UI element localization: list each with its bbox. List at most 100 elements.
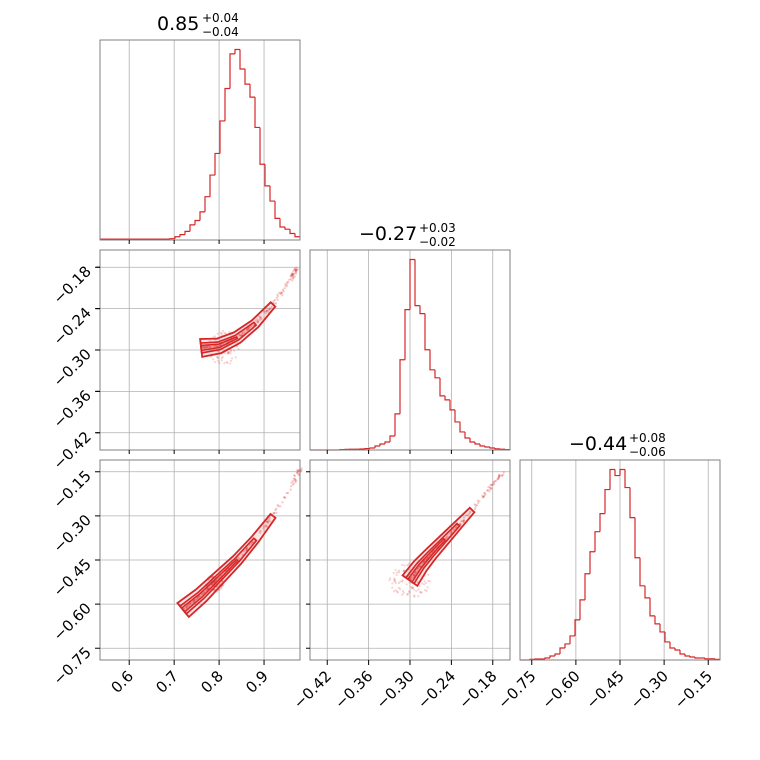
scatter-point [289, 274, 292, 278]
scatter-point [284, 496, 287, 499]
scatter-point [412, 588, 416, 591]
scatter-point [267, 520, 270, 523]
histogram-bin [564, 643, 570, 648]
scatter-point [405, 583, 408, 586]
scatter-point [393, 578, 396, 581]
scatter-point [227, 350, 230, 353]
histogram-bin [289, 229, 295, 235]
histogram-bin [469, 437, 475, 443]
scatter-point [211, 358, 215, 361]
scatter-point [402, 569, 405, 573]
histogram-bin [259, 127, 265, 165]
scatter-point [296, 471, 299, 474]
histogram-bin [239, 49, 245, 70]
scatter-point [291, 272, 294, 276]
scatter-point [288, 278, 291, 281]
histogram-bin [254, 97, 260, 129]
scatter-point [245, 547, 248, 550]
scatter-point [220, 586, 223, 589]
histogram-bin [494, 447, 500, 450]
scatter-point [493, 483, 496, 486]
scatter-point [267, 311, 270, 314]
x-tick-label: −0.15 [671, 667, 716, 712]
scatter-point [393, 577, 396, 580]
histogram-bin [209, 174, 215, 197]
scatter-point [283, 496, 286, 499]
scatter-point [264, 312, 267, 315]
scatter-point [256, 320, 259, 323]
scatter-point [429, 580, 432, 583]
histogram-bin [624, 469, 630, 489]
scatter-point [228, 331, 231, 334]
histogram-bin [704, 657, 710, 660]
scatter-point [293, 268, 296, 271]
scatter-point [463, 516, 466, 519]
scatter-point [410, 587, 414, 590]
scatter-point [295, 266, 298, 269]
scatter-point [498, 474, 501, 477]
scatter-point [281, 291, 284, 295]
scatter-point [224, 331, 227, 335]
scatter-point [297, 469, 300, 472]
scatter-point [296, 268, 299, 271]
scatter-point [406, 593, 409, 596]
scatter-point [427, 579, 430, 583]
x-tick-label: −0.60 [538, 667, 583, 712]
scatter-point [481, 495, 484, 499]
scatter-point [185, 606, 188, 609]
scatter-point [254, 319, 257, 322]
scatter-point [283, 287, 286, 290]
scatter-point [425, 589, 428, 593]
scatter-point [241, 331, 245, 334]
histogram-bin [459, 421, 465, 433]
scatter-point [208, 345, 211, 349]
scatter-point [259, 529, 263, 532]
scatter-point [223, 332, 226, 335]
scatter-point [397, 569, 401, 572]
histogram-bin [714, 658, 720, 660]
x-tick-label: −0.24 [414, 667, 459, 712]
histogram-bin [204, 196, 210, 212]
histogram-bin [464, 431, 470, 439]
y-tick-label: −0.30 [50, 511, 95, 556]
scatter-panel-2-1 [99, 249, 301, 451]
histogram-bin [644, 585, 650, 599]
scatter-point [295, 471, 299, 474]
histogram-bin [449, 399, 455, 411]
scatter-point [420, 591, 423, 594]
scatter-point [476, 499, 479, 502]
scatter-point [460, 519, 463, 523]
title-param-3-plus: +0.08 [629, 431, 666, 445]
histogram-bin [264, 164, 270, 187]
scatter-point [296, 469, 299, 472]
scatter-point [256, 320, 259, 323]
scatter-point [222, 329, 225, 333]
histogram-bin [484, 445, 490, 448]
scatter-point [291, 483, 295, 486]
scatter-point [282, 290, 285, 293]
scatter-point [469, 510, 472, 513]
scatter-point [251, 540, 254, 544]
scatter-point [294, 271, 298, 274]
histogram-bin [454, 409, 460, 423]
histogram-bin [424, 313, 430, 351]
scatter-point [194, 598, 197, 601]
histogram-bin [369, 447, 375, 449]
scatter-point [497, 477, 500, 480]
scatter-point [293, 272, 296, 275]
scatter-point [296, 469, 300, 472]
scatter-point [192, 599, 196, 602]
scatter-point [297, 473, 300, 477]
histogram-bin [654, 615, 660, 625]
scatter-point [268, 308, 271, 312]
scatter-point [490, 484, 493, 487]
scatter-point [401, 563, 404, 566]
x-tick-label: −0.30 [373, 667, 418, 712]
scatter-point [295, 269, 298, 272]
histogram-bin [404, 309, 410, 360]
histogram-bin [444, 395, 450, 401]
scatter-point [216, 345, 219, 348]
scatter-point [292, 482, 295, 485]
scatter-point [452, 528, 455, 531]
